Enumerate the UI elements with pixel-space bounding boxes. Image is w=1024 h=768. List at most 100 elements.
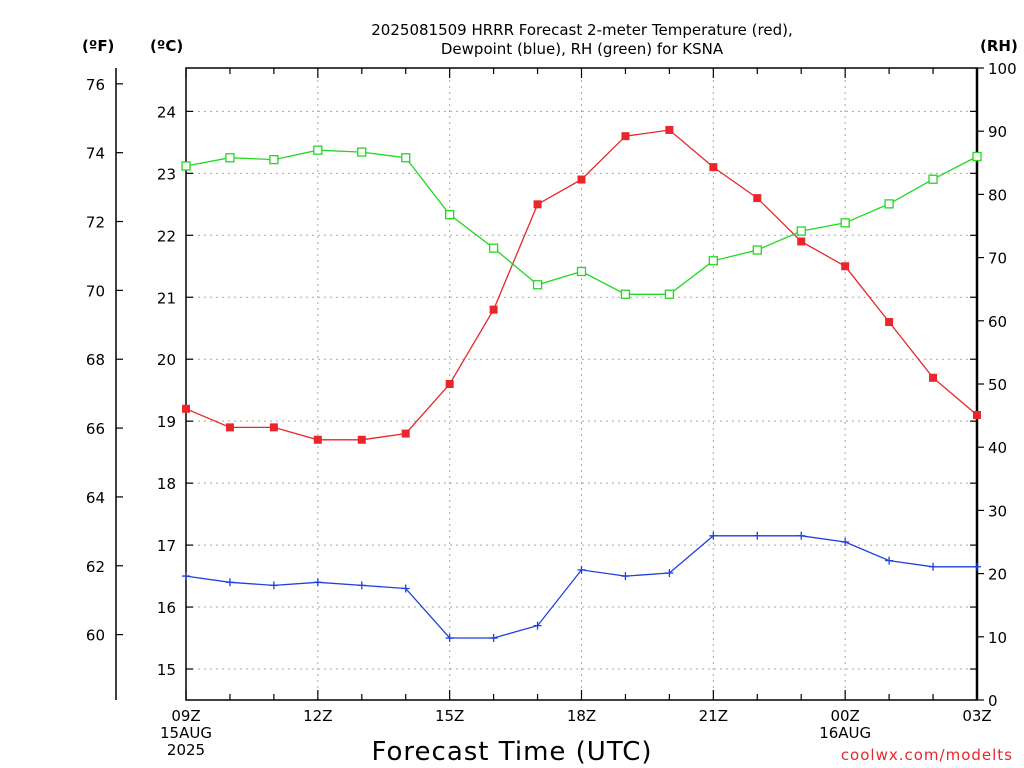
dewpoint-point xyxy=(577,565,586,574)
x-tick-label: 21Z xyxy=(699,707,728,725)
temperature-point xyxy=(225,423,234,432)
rh-point xyxy=(488,243,499,253)
series-layer xyxy=(181,125,982,643)
celsius-tick-label: 17 xyxy=(157,537,176,555)
dewpoint-point xyxy=(533,621,542,630)
dewpoint-point xyxy=(269,581,278,590)
temperature-point xyxy=(973,410,981,419)
chart-title-line-1: 2025081509 HRRR Forecast 2-meter Tempera… xyxy=(371,21,792,39)
fahrenheit-tick-label: 62 xyxy=(86,558,105,576)
rh-point xyxy=(357,147,367,157)
fahrenheit-tick-label: 74 xyxy=(86,145,105,163)
x-tick-label: 00Z xyxy=(830,707,859,725)
temperature-point xyxy=(797,237,806,246)
celsius-tick-label: 24 xyxy=(157,103,176,121)
temperature-point xyxy=(665,125,674,134)
temperature-point xyxy=(929,373,938,382)
temperature-point xyxy=(709,163,718,172)
fahrenheit-tick-label: 66 xyxy=(86,420,105,438)
rh-tick-label: 100 xyxy=(988,60,1017,78)
temperature-point xyxy=(269,423,278,432)
rh-tick-label: 50 xyxy=(988,376,1007,394)
temperature-point xyxy=(182,404,190,413)
temperature-point xyxy=(753,194,762,203)
celsius-tick-label: 15 xyxy=(157,661,176,679)
dewpoint-point xyxy=(885,556,894,565)
rh-point xyxy=(576,266,587,277)
dewpoint-series-line xyxy=(185,535,977,639)
temperature-point xyxy=(577,175,586,184)
dewpoint-point xyxy=(621,572,630,581)
rh-tick-label: 90 xyxy=(988,123,1007,141)
x-tick-label: 09Z xyxy=(171,707,200,725)
rh-tick-label: 0 xyxy=(988,692,998,710)
celsius-tick-label: 16 xyxy=(157,599,176,617)
dewpoint-point xyxy=(665,568,674,577)
fahrenheit-tick-label: 68 xyxy=(86,351,105,369)
fahrenheit-tick-label: 76 xyxy=(86,76,105,94)
celsius-tick-label: 22 xyxy=(157,227,176,245)
grid-layer xyxy=(186,68,977,700)
dewpoint-point xyxy=(489,634,498,643)
x-tick-label: 18Z xyxy=(567,707,596,725)
dewpoint-point xyxy=(753,531,762,540)
rh-point xyxy=(401,153,411,163)
dewpoint-point xyxy=(182,572,190,581)
dewpoint-point xyxy=(357,581,366,590)
celsius-tick-label: 18 xyxy=(157,475,176,493)
x-tick-label: 03Z xyxy=(962,707,991,725)
temperature-point xyxy=(841,262,850,271)
fahrenheit-tick-label: 72 xyxy=(86,214,105,232)
temperature-point xyxy=(621,132,630,141)
dewpoint-point xyxy=(313,578,322,587)
celsius-tick-label: 20 xyxy=(157,351,176,369)
celsius-tick-label: 23 xyxy=(157,165,176,183)
rh-point xyxy=(708,256,718,266)
fahrenheit-tick-label: 64 xyxy=(86,489,105,507)
rh-point xyxy=(796,226,806,236)
x-tick-label: 12Z xyxy=(303,707,332,725)
rh-point xyxy=(972,151,982,162)
rh-unit-label: (RH) xyxy=(980,37,1018,55)
rh-tick-label: 70 xyxy=(988,250,1007,268)
rh-point xyxy=(840,218,850,228)
temperature-point xyxy=(313,435,322,444)
x-axis-label: Forecast Time (UTC) xyxy=(371,737,652,767)
plot-frame xyxy=(185,67,978,701)
dewpoint-point xyxy=(797,531,806,540)
rh-point xyxy=(884,199,894,209)
rh-point xyxy=(313,145,323,155)
fahrenheit-tick-label: 70 xyxy=(86,282,105,300)
fahrenheit-unit-label: (ºF) xyxy=(82,37,114,55)
dewpoint-point xyxy=(401,584,410,593)
dewpoint-point xyxy=(445,634,454,643)
dewpoint-point xyxy=(929,562,938,571)
dewpoint-point xyxy=(841,538,850,546)
temperature-point xyxy=(401,429,410,438)
temperature-point xyxy=(533,200,542,209)
rh-tick-label: 40 xyxy=(988,439,1007,457)
x-tick-date-label: 15AUG xyxy=(160,724,212,742)
rh-point xyxy=(532,280,543,290)
rh-tick-label: 60 xyxy=(988,313,1007,331)
rh-tick-label: 80 xyxy=(988,186,1007,204)
celsius-unit-label: (ºC) xyxy=(150,37,183,55)
x-tick-date-label: 16AUG xyxy=(819,724,871,742)
rh-tick-label: 30 xyxy=(988,502,1007,520)
dewpoint-point xyxy=(709,531,718,540)
watermark-text: coolwx.com/modelts xyxy=(841,746,1013,764)
temperature-point xyxy=(357,435,366,444)
x-tick-date-label: 2025 xyxy=(167,741,205,759)
temperature-point xyxy=(885,318,894,327)
chart-title-line-2: Dewpoint (blue), RH (green) for KSNA xyxy=(441,40,724,58)
rh-point xyxy=(664,289,675,299)
rh-point xyxy=(181,161,191,171)
rh-tick-label: 20 xyxy=(988,566,1007,584)
rh-point xyxy=(269,154,279,165)
celsius-tick-label: 21 xyxy=(157,289,176,307)
rh-tick-label: 10 xyxy=(988,629,1007,647)
rh-point xyxy=(928,174,938,184)
temperature-point xyxy=(445,380,454,388)
temperature-point xyxy=(489,305,498,314)
